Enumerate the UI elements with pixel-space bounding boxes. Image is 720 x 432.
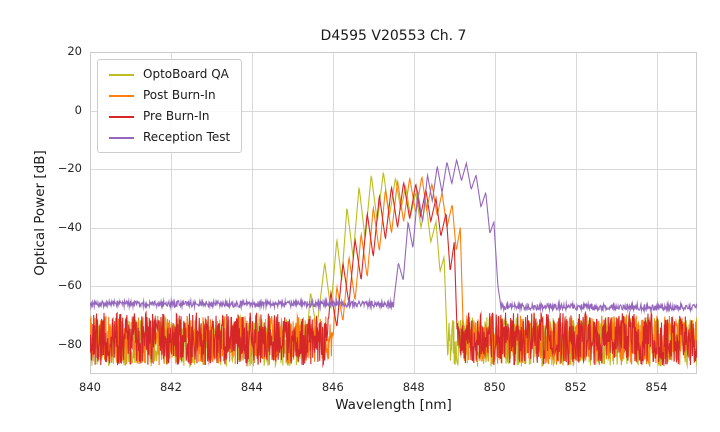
- y-tick-label: −20: [57, 161, 82, 176]
- legend-label: Post Burn-In: [143, 88, 216, 102]
- y-tick-label: −60: [57, 278, 82, 293]
- y-tick-label: 0: [74, 102, 82, 117]
- legend-item: Post Burn-In: [109, 88, 230, 103]
- legend-item: Pre Burn-In: [109, 109, 230, 124]
- x-tick-label: 844: [240, 380, 263, 394]
- legend-label: OptoBoard QA: [143, 67, 229, 81]
- y-tick-label: −40: [57, 219, 82, 234]
- legend-label: Reception Test: [143, 130, 231, 144]
- chart-title: D4595 V20553 Ch. 7: [320, 28, 467, 44]
- legend-line-swatch: [109, 115, 134, 118]
- legend-item: Reception Test: [109, 130, 230, 145]
- x-tick-label: 848: [402, 380, 425, 394]
- x-tick-label: 840: [79, 380, 101, 394]
- x-tick-label: 850: [483, 380, 506, 394]
- legend-line-swatch: [109, 94, 134, 97]
- legend-label: Pre Burn-In: [143, 109, 210, 123]
- y-tick-label: −80: [57, 336, 82, 351]
- x-tick-label: 854: [645, 380, 668, 394]
- legend-line-swatch: [109, 136, 134, 139]
- x-tick-label: 842: [159, 380, 182, 394]
- y-tick-label: 20: [67, 44, 82, 58]
- x-axis-label: Wavelength [nm]: [335, 397, 452, 413]
- legend-item: OptoBoard QA: [109, 67, 230, 82]
- x-tick-label: 846: [321, 380, 344, 394]
- x-tick-label: 852: [564, 380, 587, 394]
- legend: OptoBoard QA Post Burn-In Pre Burn-In Re…: [97, 59, 243, 153]
- legend-line-swatch: [109, 73, 134, 76]
